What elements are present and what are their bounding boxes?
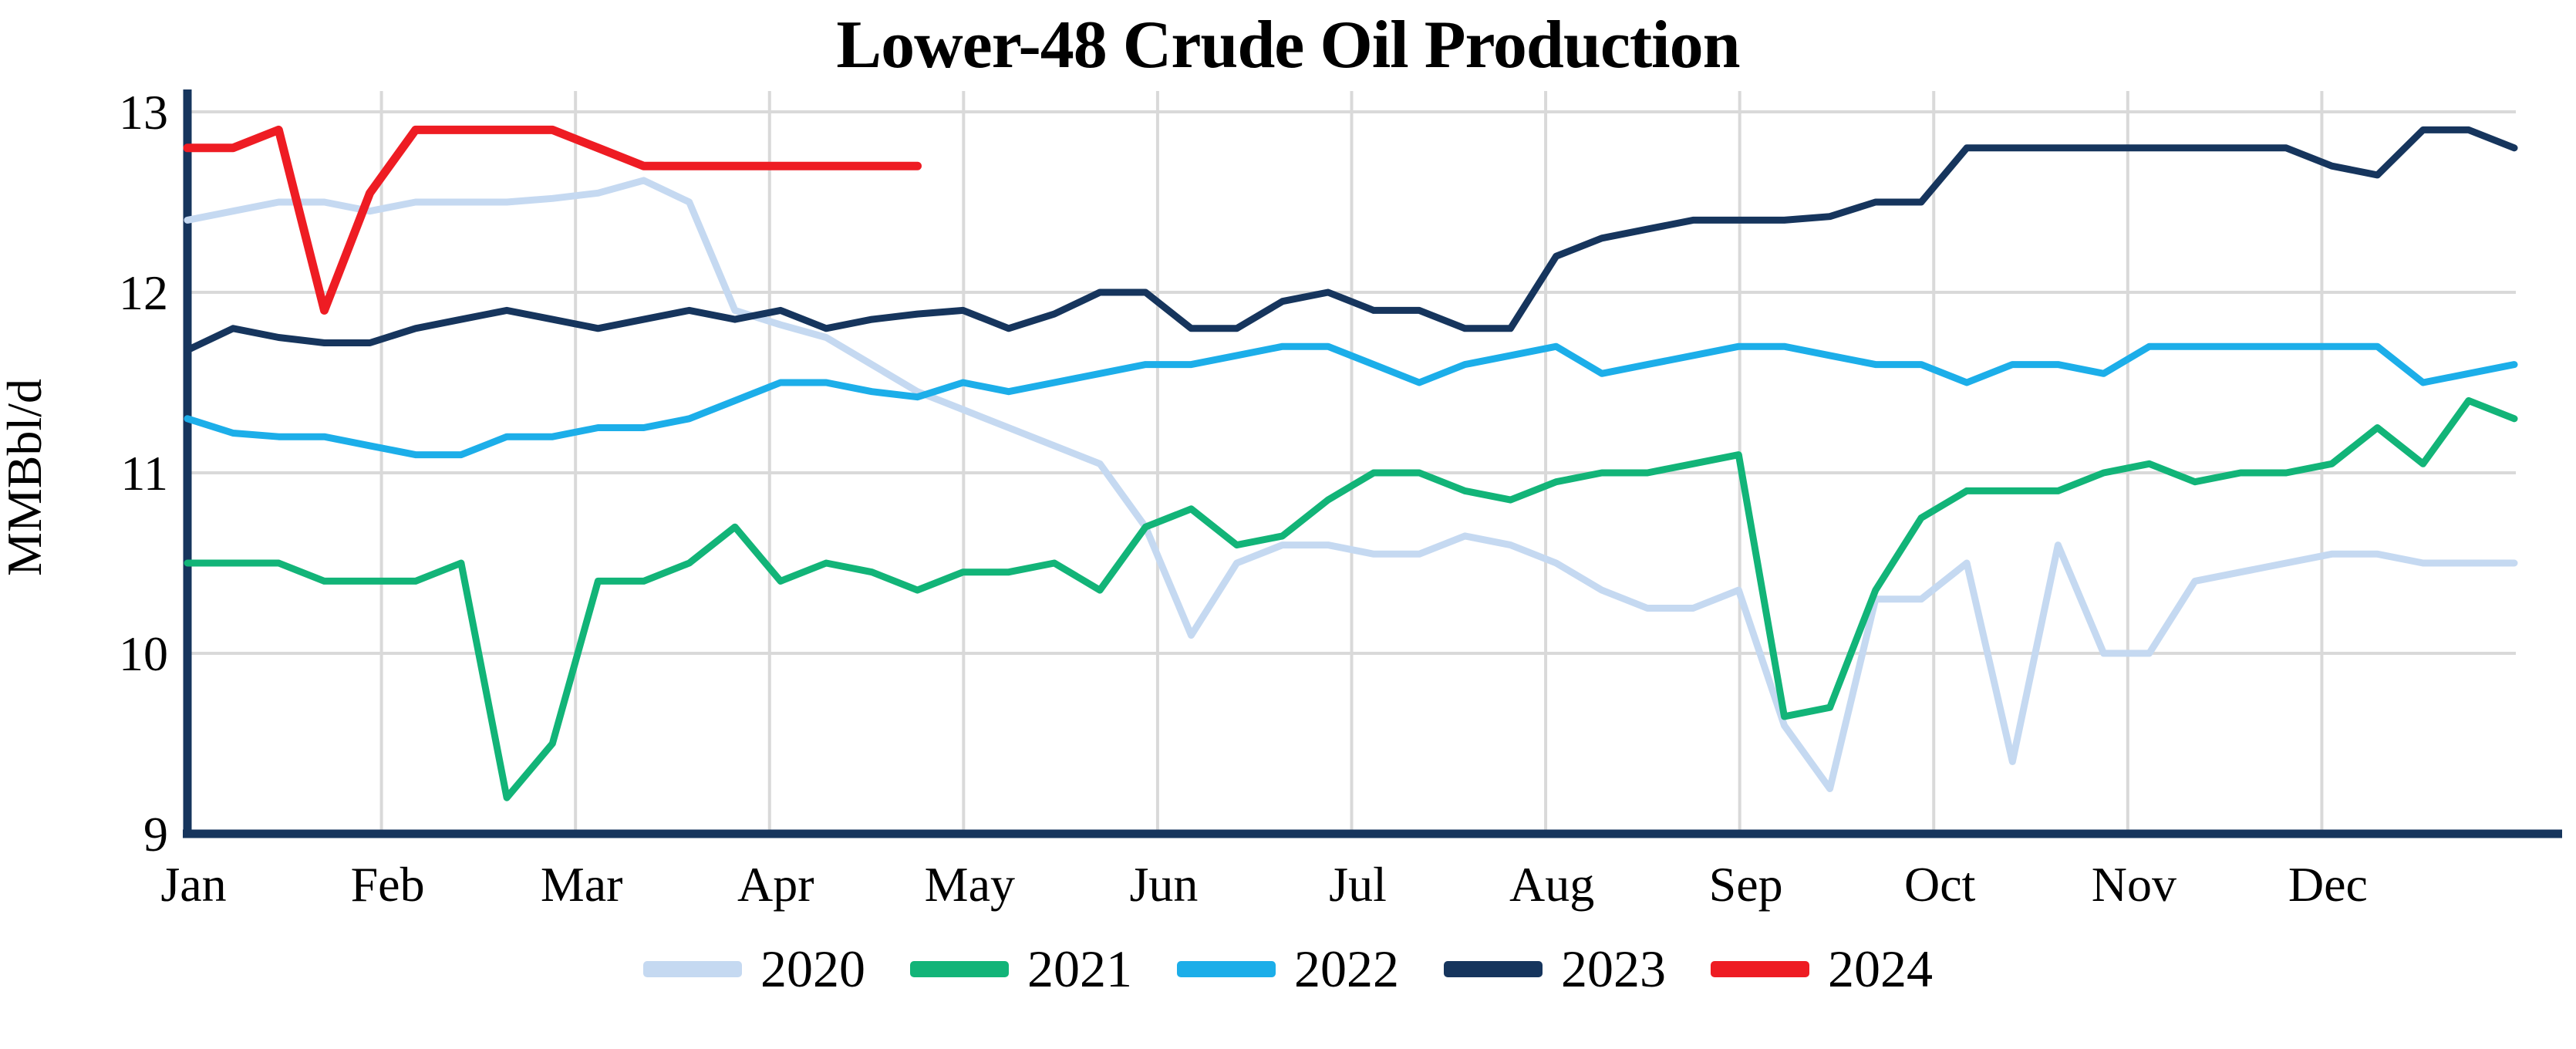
legend-label-2022: 2022 bbox=[1294, 939, 1399, 998]
x-tick-labels: Jan Feb Mar Apr May Jun Jul Aug Sep Oct Nov Dec bbox=[160, 857, 2368, 912]
series-line-2024 bbox=[183, 125, 922, 315]
legend-swatch-2024 bbox=[1711, 960, 1809, 977]
legend-label-2021: 2021 bbox=[1027, 939, 1132, 998]
legend-swatch-2020 bbox=[643, 960, 742, 977]
x-tick-label-sep: Sep bbox=[1709, 857, 1783, 912]
legend-item-2023: 2023 bbox=[1444, 943, 1666, 995]
x-tick-label-may: May bbox=[925, 857, 1015, 912]
series-line-2023 bbox=[184, 126, 2518, 354]
y-tick-label: 10 bbox=[119, 626, 168, 681]
legend: 2020 2021 2022 2023 2024 bbox=[0, 943, 2576, 995]
y-tick-label: 9 bbox=[143, 807, 168, 862]
series-line-2020 bbox=[184, 177, 2518, 792]
legend-item-2020: 2020 bbox=[643, 943, 865, 995]
legend-label-2023: 2023 bbox=[1561, 939, 1666, 998]
legend-swatch-2021 bbox=[910, 960, 1009, 977]
x-tick-label-apr: Apr bbox=[737, 857, 814, 912]
y-tick-label: 11 bbox=[120, 446, 168, 501]
legend-swatch-2023 bbox=[1444, 960, 1543, 977]
legend-item-2024: 2024 bbox=[1711, 943, 1933, 995]
x-tick-label-feb: Feb bbox=[351, 857, 425, 912]
y-tick-label: 12 bbox=[119, 265, 168, 320]
legend-label-2020: 2020 bbox=[760, 939, 865, 998]
series-line-2022 bbox=[184, 342, 2518, 459]
vertical-gridlines bbox=[379, 91, 2324, 834]
y-tick-label: 13 bbox=[119, 85, 168, 140]
x-tick-label-jan: Jan bbox=[160, 857, 226, 912]
x-tick-label-jun: Jun bbox=[1129, 857, 1198, 912]
x-tick-label-dec: Dec bbox=[2288, 857, 2368, 912]
x-tick-label-oct: Oct bbox=[1904, 857, 1976, 912]
x-tick-label-jul: Jul bbox=[1329, 857, 1387, 912]
y-tick-labels: 9 10 11 12 13 bbox=[119, 85, 168, 862]
x-tick-label-mar: Mar bbox=[541, 857, 623, 912]
x-tick-label-aug: Aug bbox=[1509, 857, 1594, 912]
series-line-2021 bbox=[184, 396, 2518, 801]
series-lines bbox=[183, 125, 2518, 801]
axes bbox=[183, 89, 2562, 838]
x-tick-label-nov: Nov bbox=[2092, 857, 2176, 912]
legend-swatch-2022 bbox=[1177, 960, 1276, 977]
legend-label-2024: 2024 bbox=[1828, 939, 1933, 998]
chart-title: Lower-48 Crude Oil Production bbox=[836, 8, 1740, 83]
legend-item-2021: 2021 bbox=[910, 943, 1132, 995]
legend-item-2022: 2022 bbox=[1177, 943, 1399, 995]
